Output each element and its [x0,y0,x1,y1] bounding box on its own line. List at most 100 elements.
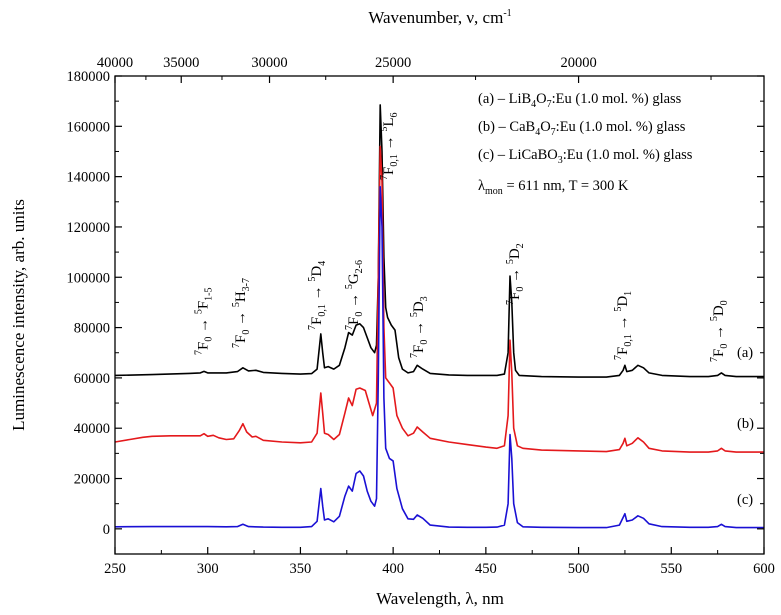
legend: (a) – LiB4O7:Eu (1.0 mol. %) glass (b) – … [478,91,693,197]
y-tick-label: 80000 [74,321,110,337]
transition-arrow: → [233,307,249,330]
transition-label: 7F0 → 5F1-5 [194,287,215,355]
y-tick-label: 160000 [67,119,111,135]
legend-text: (b) – CaB [478,119,535,135]
transition-arrow: → [381,132,397,155]
transition-term: D [411,301,427,312]
transition-term: F [196,342,212,350]
transition-term: D [615,296,631,307]
condition-sub: mon [485,186,503,197]
x-tick-label: 300 [197,561,219,577]
legend-text: :Eu (1.0 mol. %) glass [556,119,686,135]
condition-text: = 611 nm, T = 300 K [503,178,629,194]
transition-arrow: → [309,282,325,305]
top-axis-label-main: Wavenumber, ν, cm [368,8,503,27]
y-tick-label: 0 [103,522,110,538]
transition-sup: 5 [344,284,355,289]
transition-term: G [346,273,362,284]
x-tick-label: 500 [568,561,590,577]
transition-sup: 5 [307,277,318,282]
transition-arrow: → [411,317,427,340]
legend-sub: 7 [547,99,552,110]
transition-sup: 5 [231,302,242,307]
transition-sub: 0 [719,300,730,305]
transition-sup: 5 [409,312,420,317]
transition-sup: 5 [379,127,390,132]
legend-entry: (a) – LiB4O7:Eu (1.0 mol. %) glass [478,91,682,110]
y-tick-label: 40000 [74,421,110,437]
legend-entry: (c) – LiCaBO3:Eu (1.0 mol. %) glass [478,147,693,166]
transition-sub: 0 [241,330,252,335]
transition-label: 7F0 → 5D2 [505,243,526,305]
series-labels: (a) (b) (c) [737,345,754,508]
transition-sub: 0,1 [389,154,400,167]
x-tick-label: 600 [753,561,775,577]
transition-arrow: → [615,312,631,335]
transition-sub: 6 [389,112,400,117]
x-tick-label: 350 [290,561,312,577]
transition-sup: 5 [613,307,624,312]
transition-sup: 5 [194,309,205,314]
transition-sup: 7 [344,325,355,330]
transition-label: 7F0 → 5H3-7 [231,278,252,348]
transition-sub: 3-7 [241,278,252,291]
transition-sup: 7 [709,357,720,362]
x2-tick-label: 30000 [251,55,287,71]
transition-term: F [233,335,249,343]
x-tick-label: 250 [104,561,126,577]
y-axis-label: Luminescence intensity, arb. units [9,199,28,431]
transition-sub: 0 [719,344,730,349]
transition-sup: 7 [231,343,242,348]
transition-term: F [381,167,397,175]
transition-arrow: → [196,314,212,337]
transition-term: F [309,317,325,325]
transition-term: F [346,317,362,325]
legend-text: :Eu (1.0 mol. %) glass [563,147,693,163]
series-layer [114,104,764,529]
y-tick-label: 120000 [67,220,111,236]
x-tick-label: 450 [475,561,497,577]
transition-term: F [507,292,523,300]
transition-sub: 0,1 [623,334,634,347]
transition-label: 7F0,1 → 5L6 [379,112,400,180]
x-tick-label: 550 [660,561,682,577]
y-tick-label: 20000 [74,472,110,488]
transition-label: 7F0,1 → 5D1 [613,291,634,360]
condition-symbol: λ [478,178,485,194]
transition-sub: 0 [419,340,430,345]
transition-arrow: → [346,289,362,312]
transition-sup: 5 [505,259,516,264]
x2-tick-label: 20000 [560,55,596,71]
transition-label: 7F0 → 5D0 [709,300,730,362]
y-tick-label: 100000 [67,270,111,286]
transition-sup: 7 [613,355,624,360]
legend-text: (c) – LiCaBO [478,147,558,163]
measurement-condition: λmon = 611 nm, T = 300 K [478,178,629,197]
transition-sup: 7 [194,350,205,355]
transition-term: D [711,305,727,316]
legend-entry: (b) – CaB4O7:Eu (1.0 mol. %) glass [478,119,686,138]
top-axis-label: Wavenumber, ν, cm-1 [368,8,511,27]
ticks-layer: 250 300 350 400 450 500 550 6000200004000060000… [67,55,775,577]
transition-sub: 0 [204,337,215,342]
transition-arrow: → [507,264,523,287]
transition-term: D [507,248,523,259]
transition-label: 7F0 → 5G2-6 [344,260,365,330]
y-tick-label: 60000 [74,371,110,387]
x-tick-label: 400 [382,561,404,577]
x2-tick-label: 40000 [97,55,133,71]
transition-sub: 0 [515,287,526,292]
transition-label: 7F0 → 5D3 [409,296,430,358]
transition-sub: 2 [515,243,526,248]
transition-sub: 1-5 [204,287,215,300]
series-label: (b) [737,416,754,432]
transition-sub: 0 [354,312,365,317]
legend-sub: 4 [535,127,540,138]
transition-sup: 7 [307,325,318,330]
legend-text: O [536,91,546,107]
transition-term: F [615,347,631,355]
transition-term: F [411,345,427,353]
transition-arrow: → [711,321,727,344]
